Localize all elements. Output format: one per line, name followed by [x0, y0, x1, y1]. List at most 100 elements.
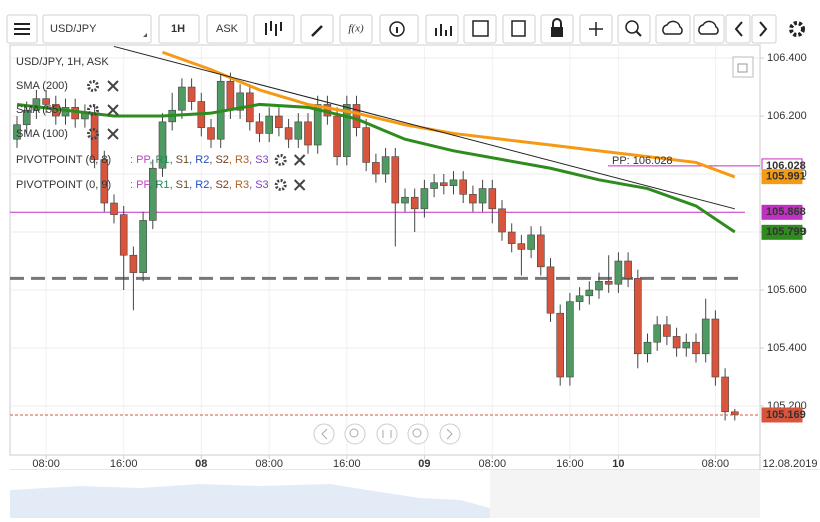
- candle-body: [595, 281, 603, 291]
- candle-body: [536, 234, 545, 268]
- candle-body: [391, 156, 400, 204]
- candle-body: [381, 156, 390, 175]
- lock-button[interactable]: [540, 14, 574, 44]
- remove-icon[interactable]: [107, 128, 119, 140]
- volume-button[interactable]: [425, 14, 459, 44]
- price-label: 105.868: [766, 206, 806, 218]
- fx: f(x): [348, 23, 364, 35]
- nav-zoom-in[interactable]: [407, 423, 429, 445]
- candle-body: [362, 127, 371, 163]
- crosshair-button[interactable]: [579, 14, 613, 44]
- candle-body: [624, 260, 632, 279]
- settings-icon[interactable]: [87, 104, 99, 116]
- remove-icon[interactable]: [107, 104, 119, 116]
- x-tick-label: 08: [195, 458, 207, 470]
- download-button[interactable]: [693, 14, 725, 44]
- settings-icon[interactable]: [274, 179, 287, 191]
- candle-body: [478, 188, 487, 204]
- interval: 1H: [171, 23, 185, 35]
- x-tick-label: 08:00: [702, 458, 730, 470]
- candle-body: [517, 243, 526, 250]
- next-button[interactable]: [751, 14, 777, 44]
- candle-body: [439, 182, 448, 186]
- candle-body: [32, 98, 41, 111]
- y-tick-label: 106.200: [767, 110, 807, 122]
- series: [10, 45, 760, 421]
- candle-body: [663, 324, 671, 337]
- navigator-area: [10, 484, 490, 518]
- remove-icon[interactable]: [107, 80, 119, 92]
- price-label: 105.169: [766, 409, 806, 421]
- chart-type-button[interactable]: [253, 14, 295, 44]
- menu-button[interactable]: [6, 14, 38, 44]
- price-label: 105.799: [766, 226, 806, 238]
- candle-body: [730, 411, 739, 415]
- pivot-item: , S2: [209, 179, 229, 191]
- candle-body: [585, 289, 594, 297]
- pivot-item: : PP: [130, 154, 150, 166]
- candle-body: [653, 324, 662, 343]
- draw-button[interactable]: [300, 14, 334, 44]
- remove-icon[interactable]: [293, 154, 306, 166]
- candle-body: [614, 260, 623, 285]
- pivot-item: , R2: [189, 179, 209, 191]
- candle-body: [333, 115, 341, 157]
- pivot-item: , R1: [149, 154, 169, 166]
- candle-body: [488, 188, 497, 210]
- candle-body: [226, 80, 235, 111]
- pivot-item: : PP: [130, 179, 150, 191]
- settings-icon[interactable]: [87, 80, 99, 92]
- upload-button[interactable]: [655, 14, 691, 44]
- toolbar: USD/JPY 1H ASK f(x): [0, 0, 820, 45]
- x-tick-label: 08:00: [479, 458, 507, 470]
- side-button[interactable]: ASK: [206, 14, 248, 44]
- settings-icon[interactable]: [274, 154, 287, 166]
- y-tick-label: 105.600: [767, 284, 807, 296]
- legend-sma: SMA (55): [16, 104, 62, 116]
- nav-reset[interactable]: [376, 423, 398, 445]
- pivot-item: , R3: [229, 179, 249, 191]
- candle-body: [119, 214, 128, 256]
- nav-zoom-out[interactable]: [344, 423, 366, 445]
- legend-title: USD/JPY, 1H, ASK: [16, 56, 109, 68]
- candle-body: [149, 167, 157, 221]
- y-tick-label: 105.400: [767, 342, 807, 354]
- candle-body: [498, 208, 506, 233]
- info-button[interactable]: [379, 14, 419, 44]
- zoom-button[interactable]: [617, 14, 651, 44]
- remove-icon[interactable]: [293, 179, 306, 191]
- candle-body: [420, 188, 429, 210]
- symbol-field[interactable]: USD/JPY: [42, 14, 152, 44]
- date-label: 12.08.2019: [762, 458, 817, 470]
- candle-body: [178, 86, 186, 111]
- nav-right[interactable]: [439, 423, 461, 445]
- template-button[interactable]: [502, 14, 536, 44]
- trend-line: [113, 45, 735, 210]
- indicators-button[interactable]: f(x): [339, 14, 373, 44]
- legend-pivot: PIVOTPOINT (0, 8): [16, 154, 111, 166]
- candle-body: [401, 196, 409, 204]
- settings-button[interactable]: [789, 21, 805, 37]
- candle-body: [469, 194, 477, 204]
- nav-left[interactable]: [313, 423, 335, 445]
- pivot-item: , R2: [189, 154, 209, 166]
- candle-body: [682, 341, 691, 349]
- prev-button[interactable]: [725, 14, 751, 44]
- candle-body: [430, 182, 438, 189]
- interval-button[interactable]: 1H: [158, 14, 200, 44]
- legend-pivot-items: : PP, R1, S1, R2, S2, R3, S3: [130, 179, 269, 191]
- expand-button[interactable]: [732, 56, 754, 78]
- candle-body: [701, 318, 710, 355]
- pivot-item: , S3: [249, 154, 269, 166]
- candle-body: [304, 121, 312, 146]
- candle-body: [22, 109, 31, 126]
- pivot-item: , S3: [249, 179, 269, 191]
- price-label: 105.991: [766, 171, 806, 183]
- candle-body: [410, 196, 419, 210]
- x-tick-label: 16:00: [110, 458, 138, 470]
- calendar-button[interactable]: [463, 14, 497, 44]
- settings-icon[interactable]: [87, 128, 99, 140]
- candle-body: [372, 162, 380, 175]
- price-label-box: [761, 407, 803, 423]
